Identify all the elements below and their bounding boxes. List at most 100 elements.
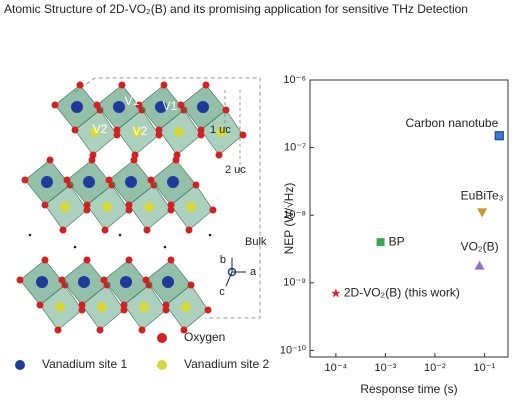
oxygen-atom <box>59 226 67 234</box>
plot-frame <box>309 79 509 358</box>
oxygen-atom <box>76 81 84 89</box>
oxygen-atom <box>113 126 121 134</box>
legend-swatch <box>15 360 25 370</box>
oxygen-atom <box>125 256 133 264</box>
vanadium-2 <box>139 302 149 312</box>
vanadium-2 <box>186 202 196 212</box>
oxygen-atom <box>162 301 170 309</box>
oxygen-atom <box>120 301 128 309</box>
x-tick-label: 10⁻⁴ <box>324 362 347 374</box>
oxygen-atom <box>215 151 223 159</box>
figure-title: Atomic Structure of 2D-VO₂(B) and its pr… <box>4 2 468 16</box>
ellipsis-dot <box>118 233 122 237</box>
oxygen-atom <box>167 256 175 264</box>
vanadium-1 <box>155 101 167 113</box>
x-tick-label: 10⁻² <box>424 362 446 374</box>
vanadium-1 <box>125 176 137 188</box>
vanadium-2 <box>144 202 154 212</box>
layer-label: Bulk <box>245 236 267 248</box>
oxygen-atom <box>204 306 212 314</box>
oxygen-atom <box>83 256 91 264</box>
x-tick-label: 10⁻³ <box>375 362 397 374</box>
x-axis-label: Response time (s) <box>360 382 457 396</box>
point <box>331 288 341 298</box>
oxygen-atom <box>46 156 54 164</box>
point-label: VO₂(B) <box>461 240 499 254</box>
oxygen-atom <box>78 306 86 314</box>
oxygen-atom <box>160 81 168 89</box>
oxygen-atom <box>143 226 151 234</box>
oxygen-atom <box>51 101 59 109</box>
oxygen-atom <box>222 106 230 114</box>
oxygen-atom <box>197 126 205 134</box>
oxygen-atom <box>155 131 163 139</box>
legend-label: Vanadium site 1 <box>42 357 127 371</box>
oxygen-atom <box>239 131 247 139</box>
oxygen-atom <box>142 276 150 284</box>
oxygen-atom <box>54 326 62 334</box>
axis-label: a <box>250 266 257 278</box>
site-label: V1 <box>125 94 140 108</box>
axis-label: c <box>219 286 225 298</box>
vanadium-1 <box>78 276 90 288</box>
oxygen-atom <box>21 176 29 184</box>
oxygen-atom <box>113 131 121 139</box>
oxygen-atom <box>105 176 113 184</box>
axis-arrow <box>225 271 233 287</box>
vanadium-2 <box>90 127 100 137</box>
oxygen-atom <box>88 156 96 164</box>
site-label: V2 <box>93 122 108 136</box>
point-label: 2D-VO₂(B) (this work) <box>344 285 460 299</box>
oxygen-atom <box>101 226 109 234</box>
oxygen-atom <box>16 276 24 284</box>
point-label: EuBiTe₃ <box>461 189 504 203</box>
oxygen-atom <box>93 101 101 109</box>
point <box>494 131 504 141</box>
oxygen-atom <box>83 201 91 209</box>
oxygen-atom <box>167 206 175 214</box>
oxygen-atom <box>197 131 205 139</box>
oxygen-atom <box>138 326 146 334</box>
oxygen-atom <box>83 206 91 214</box>
oxygen-atom <box>147 176 155 184</box>
oxygen-atom <box>177 101 185 109</box>
oxygen-atom <box>155 126 163 134</box>
ellipsis-dot <box>28 233 32 237</box>
vanadium-2 <box>132 127 142 137</box>
vanadium-1 <box>83 176 95 188</box>
legend-swatch <box>157 333 167 343</box>
y-tick-label: 10⁻⁷ <box>284 142 306 154</box>
oxygen-atom <box>41 256 49 264</box>
oxygen-atom <box>41 201 49 209</box>
vanadium-2 <box>181 302 191 312</box>
site-label: V1 <box>163 99 178 113</box>
unit-box <box>74 77 261 319</box>
oxygen-atom <box>100 276 108 284</box>
structure: V1 V2 V1 V2 1 uc 2 uc Bulk b a c Oxygen Vanadium si… <box>15 77 269 371</box>
vanadium-2 <box>216 127 226 137</box>
y-tick-label: 10⁻⁸ <box>283 209 306 221</box>
vanadium-1 <box>113 101 125 113</box>
oxygen-atom <box>172 156 180 164</box>
oxygen-atom <box>71 126 79 134</box>
vanadium-2 <box>55 302 65 312</box>
vanadium-1 <box>167 176 179 188</box>
ellipsis-dot <box>163 245 167 249</box>
point-label: BP <box>389 234 405 248</box>
ellipsis-dot <box>208 233 212 237</box>
y-tick-label: 10⁻¹⁰ <box>280 344 307 356</box>
oxygen-atom <box>187 281 195 289</box>
vanadium-2 <box>102 202 112 212</box>
oxygen-atom <box>167 201 175 209</box>
axis-label: b <box>220 254 226 266</box>
vanadium-2 <box>97 302 107 312</box>
oxygen-atom <box>209 206 217 214</box>
legend-label: Vanadium site 2 <box>184 357 269 371</box>
ellipsis-dot <box>73 245 77 249</box>
legend-label: Oxygen <box>184 330 225 344</box>
oxygen-atom <box>125 206 133 214</box>
vanadium-1 <box>36 276 48 288</box>
layer-label: 1 uc <box>210 124 231 136</box>
y-tick-label: 10⁻⁶ <box>283 74 306 86</box>
legend-swatch <box>157 360 167 370</box>
